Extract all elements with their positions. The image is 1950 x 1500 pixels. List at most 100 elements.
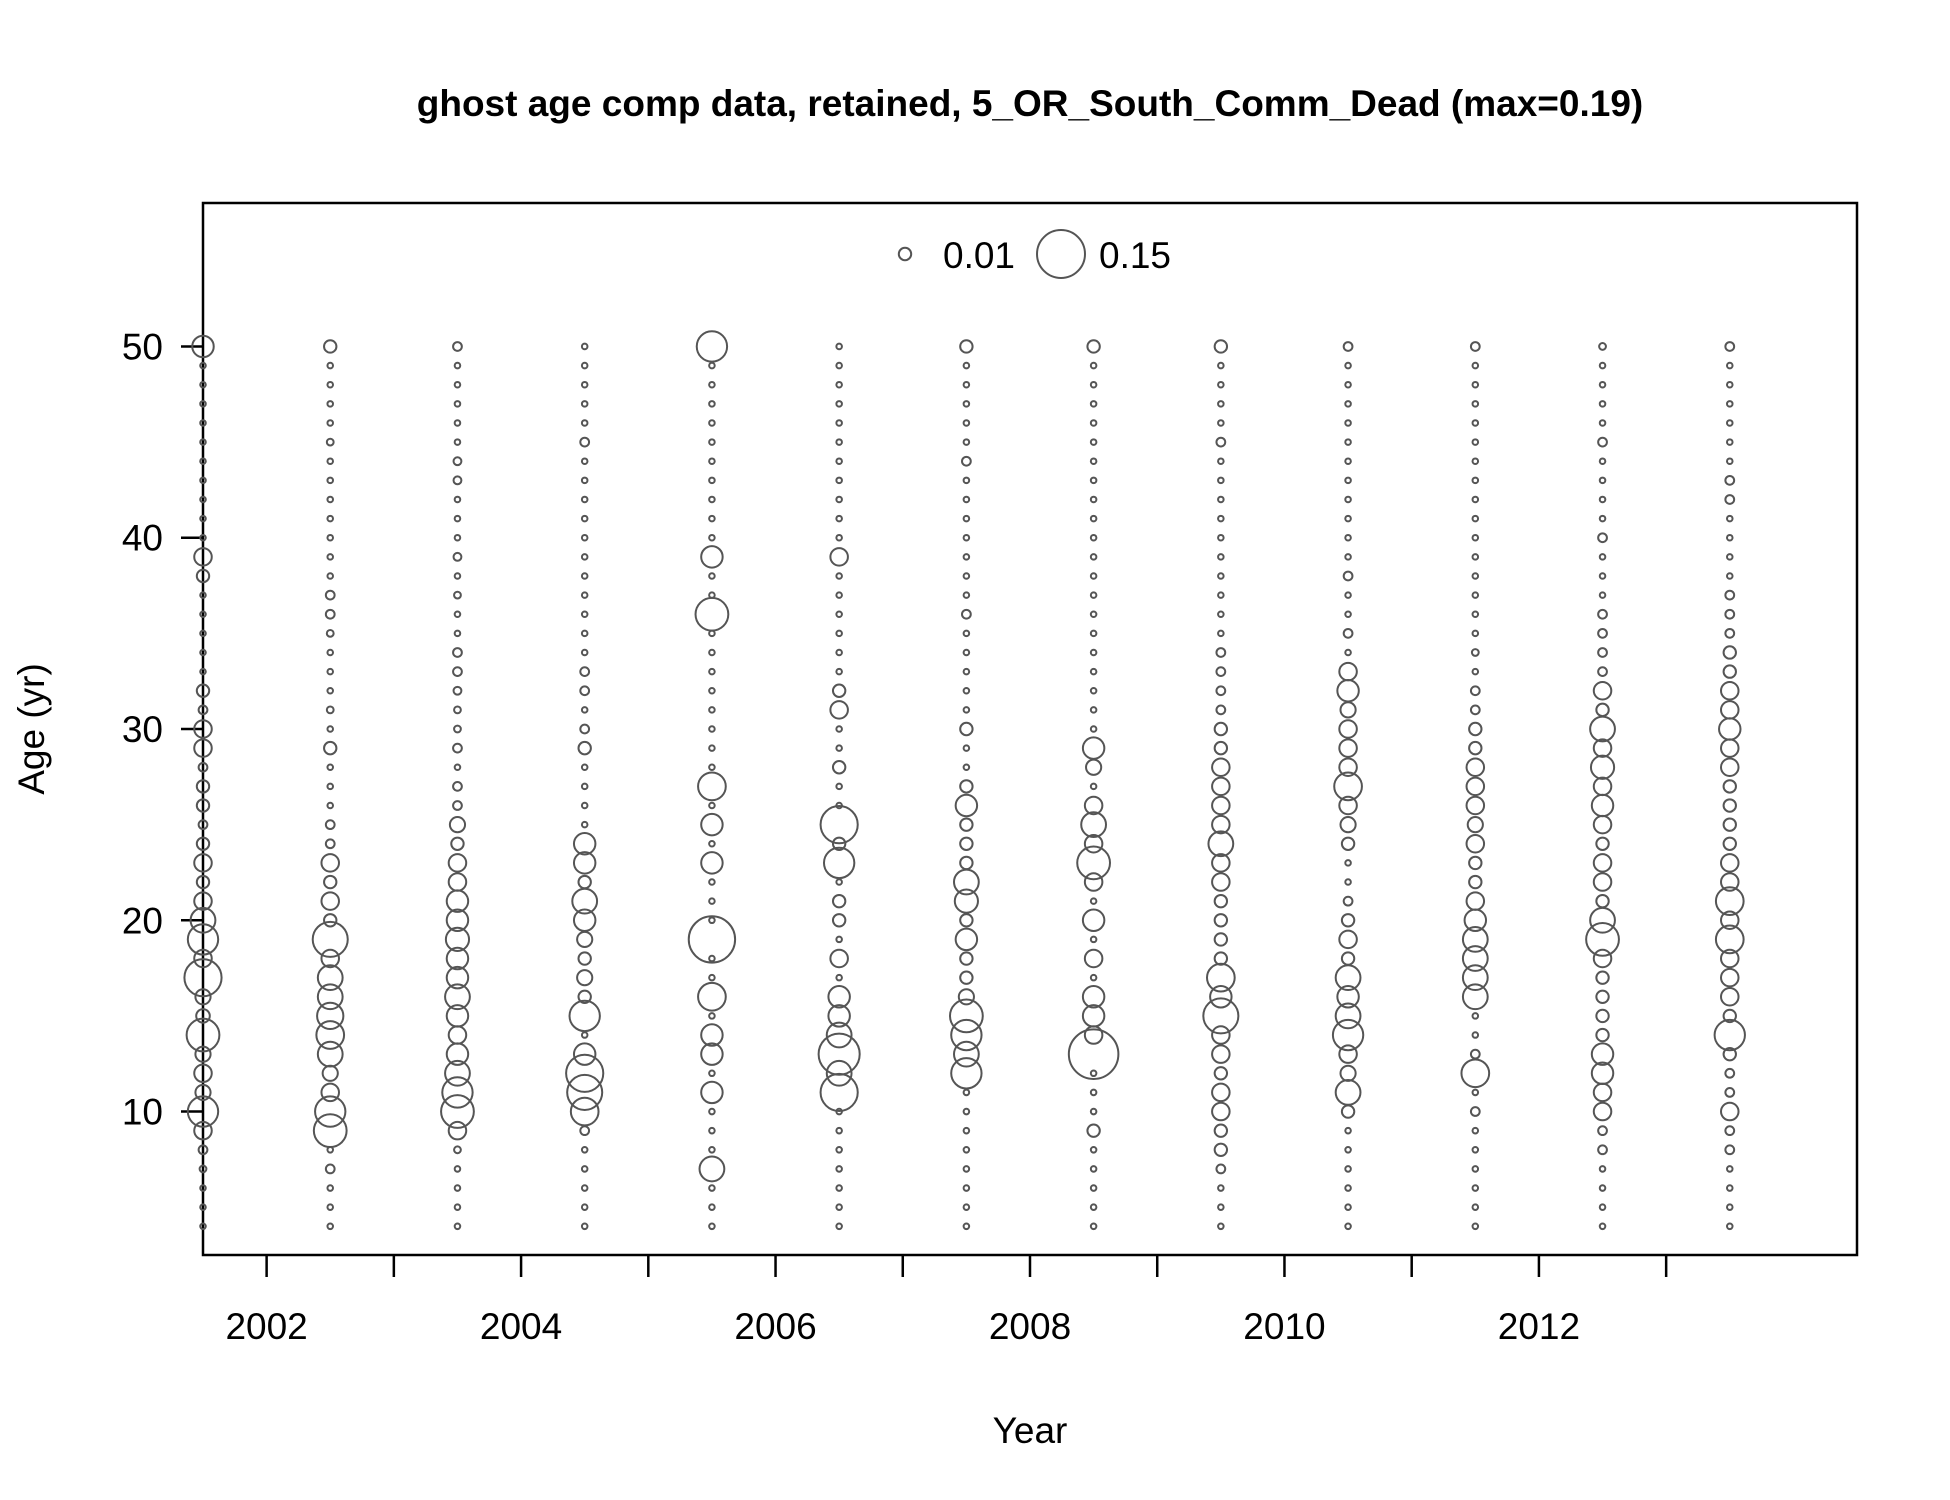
bubble-point	[193, 1120, 213, 1141]
bubble-point	[1334, 1002, 1362, 1030]
x-tick-label: 2002	[225, 1306, 307, 1347]
bubble-point	[831, 683, 847, 698]
bubble-point	[1089, 725, 1098, 733]
bubble-point	[950, 1057, 983, 1090]
bubble-point	[1471, 380, 1480, 389]
bubble-point	[829, 547, 849, 567]
bubble-point	[1217, 533, 1225, 542]
bubble-point	[580, 801, 589, 810]
bubble-point	[962, 438, 971, 446]
bubble-point	[708, 1069, 716, 1078]
bubble-point	[1215, 436, 1227, 448]
bubble-point	[708, 438, 716, 446]
bubble-point	[580, 476, 589, 485]
bubble-point	[959, 817, 974, 832]
bubble-point	[1598, 400, 1607, 408]
bubble-point	[1722, 1008, 1737, 1024]
bubble-point	[708, 1203, 716, 1211]
bubble-point	[1471, 591, 1480, 599]
bubble-point	[1344, 553, 1352, 561]
bubble-point	[1471, 1184, 1480, 1192]
bubble-point	[1211, 814, 1231, 835]
bubble-point	[1217, 514, 1225, 523]
bubble-point	[962, 1107, 971, 1116]
bubble-point	[835, 648, 843, 657]
bubble-point	[1344, 533, 1352, 542]
bubble-point	[579, 723, 591, 735]
bubble-point	[835, 361, 843, 370]
bubble-point	[708, 706, 716, 714]
bubble-point	[1720, 680, 1740, 701]
bubble-point	[1338, 1044, 1358, 1064]
bubble-point	[962, 706, 971, 714]
bubble-point	[1725, 380, 1734, 389]
bubble-point	[323, 339, 338, 354]
bubble-point	[835, 725, 843, 733]
bubble-point	[565, 1053, 605, 1093]
bubble-point	[1471, 1088, 1480, 1097]
bubble-point	[580, 533, 589, 542]
bubble-point	[1209, 985, 1233, 1009]
bubble-point	[197, 1144, 209, 1156]
bubble-point	[1213, 1123, 1229, 1138]
bubble-point	[1589, 754, 1616, 780]
bubble-point	[962, 533, 971, 542]
bubble-point	[1215, 704, 1227, 716]
bubble-point	[835, 629, 843, 638]
bubble-point	[1211, 795, 1231, 816]
bubble-point	[1720, 948, 1740, 969]
bubble-point	[311, 920, 349, 958]
bubble-point	[1344, 495, 1352, 504]
bubble-point	[326, 572, 335, 580]
bubble-point	[579, 436, 591, 448]
bubble-point	[835, 495, 843, 504]
bubble-point	[199, 457, 207, 465]
bubble-point	[194, 1045, 212, 1063]
bubble-point	[453, 1165, 462, 1173]
bubble-point	[962, 667, 971, 676]
bubble-point	[1081, 736, 1106, 760]
bubble-point	[325, 705, 335, 715]
bubble-point	[445, 965, 470, 990]
x-tick-label: 2012	[1498, 1306, 1580, 1347]
bubble-point	[1725, 400, 1734, 408]
bubble-point	[1342, 627, 1354, 639]
bubble-point	[1081, 908, 1106, 933]
bubble-point	[1595, 970, 1610, 985]
bubble-point	[1344, 1203, 1352, 1211]
bubble-point	[453, 1184, 462, 1192]
bubble-point	[199, 400, 207, 408]
bubble-point	[1213, 740, 1229, 756]
bubble-point	[1344, 591, 1352, 599]
bubble-point	[193, 738, 213, 758]
bubble-point	[1344, 1184, 1352, 1192]
bubble-point	[1344, 878, 1352, 886]
bubble-point	[579, 1125, 591, 1137]
bubble-point	[577, 874, 592, 890]
bubble-point	[191, 334, 215, 359]
bubble-point	[1067, 1028, 1120, 1080]
bubble-point	[326, 1203, 335, 1211]
bubble-point	[1089, 1088, 1098, 1097]
bubble-point	[950, 1018, 983, 1052]
bubble-point	[193, 1063, 213, 1084]
bubble-point	[1592, 680, 1613, 701]
bubble-point	[708, 744, 716, 752]
bubble-point	[1217, 1222, 1225, 1231]
bubble-point	[580, 1203, 589, 1211]
bubble-point	[708, 1184, 716, 1192]
bubble-point	[1598, 457, 1607, 465]
bubble-point	[835, 610, 843, 619]
bubble-point	[1597, 608, 1608, 620]
bubble-point	[1598, 1203, 1607, 1211]
bubble-point	[1724, 341, 1736, 352]
bubble-point	[1592, 1101, 1613, 1122]
bubble-point	[576, 969, 594, 987]
legend-bubble	[1036, 229, 1086, 279]
bubble-point	[835, 572, 843, 580]
bubble-point	[316, 1040, 344, 1068]
bubble-point	[572, 1042, 597, 1066]
bubble-point	[700, 1023, 724, 1047]
bubble-point	[959, 836, 974, 851]
bubble-point	[962, 629, 971, 638]
